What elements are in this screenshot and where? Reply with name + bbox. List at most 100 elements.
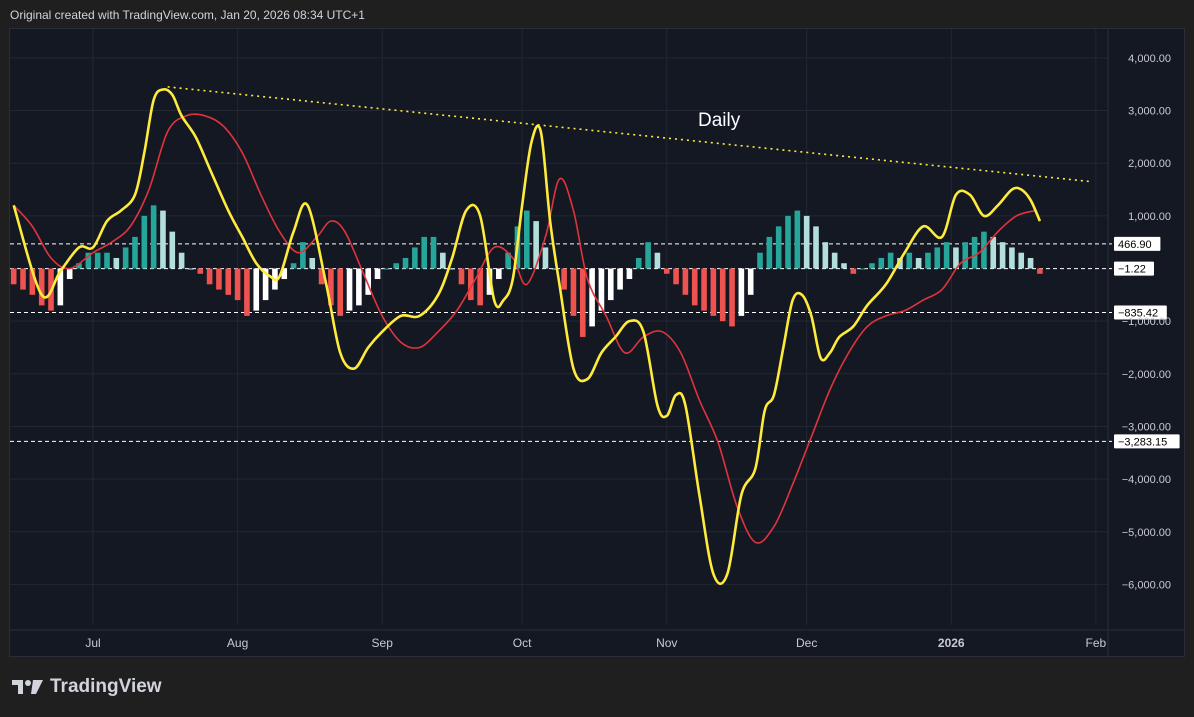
histogram-bar — [374, 268, 381, 280]
level-label: 466.90 — [1118, 239, 1152, 251]
histogram-bar — [719, 268, 726, 322]
histogram-bar — [57, 268, 64, 306]
macd-line — [12, 87, 1042, 586]
histogram-bar — [178, 252, 185, 269]
histogram-bar — [309, 257, 316, 269]
histogram-bar — [384, 268, 390, 270]
annotation-daily: Daily — [698, 110, 741, 131]
histogram-bar — [141, 215, 148, 269]
histogram-bar — [262, 268, 269, 301]
histogram-bar — [486, 268, 493, 295]
histogram-bar — [682, 268, 689, 295]
brand-name: TradingView — [50, 676, 162, 697]
histogram-bar — [365, 268, 372, 295]
histogram-bar — [570, 268, 577, 316]
x-tick-label: Jul — [85, 636, 100, 650]
histogram-bar — [244, 268, 250, 316]
histogram-bar — [831, 252, 838, 269]
x-tick-label: Aug — [227, 636, 248, 650]
histogram-bar — [412, 247, 418, 269]
y-tick-label: 3,000.00 — [1128, 106, 1171, 118]
histogram-bar — [579, 268, 586, 337]
histogram-bar — [346, 268, 353, 311]
x-tick-label: Sep — [372, 636, 394, 650]
histogram-bar — [925, 252, 931, 269]
histogram-bar — [122, 247, 129, 269]
level-label: −1.22 — [1118, 264, 1146, 276]
y-tick-label: 2,000.00 — [1128, 158, 1171, 170]
histogram-bar — [76, 263, 82, 269]
axes: 4,000.00 3,000.00 2,000.00 1,000.00 −1,000.0… — [10, 29, 1184, 656]
histogram-bar — [29, 268, 36, 295]
histogram-bar — [1027, 257, 1034, 269]
y-tick-label: −4,000.00 — [1122, 474, 1171, 486]
histogram-bar — [356, 268, 362, 306]
x-tick-label: 2026 — [938, 636, 965, 650]
histogram-bar — [477, 268, 483, 306]
histogram-bar — [635, 257, 642, 269]
histogram-bar — [962, 242, 969, 269]
histogram-bar — [328, 268, 334, 306]
histogram-bar — [94, 252, 101, 269]
histogram-bar — [104, 252, 110, 269]
histogram-bar — [785, 215, 791, 269]
histogram-bar — [524, 210, 530, 269]
histogram-bar — [813, 226, 819, 269]
y-tick-label: −1,000.00 — [1122, 316, 1171, 328]
x-tick-label: Dec — [796, 636, 817, 650]
histogram-bar — [822, 242, 829, 269]
histogram-bar — [757, 252, 763, 269]
histogram-bar — [169, 231, 176, 269]
y-tick-label: −3,000.00 — [1122, 421, 1171, 433]
histogram-bar — [990, 236, 997, 269]
histogram-bar — [953, 247, 959, 269]
histogram-bar — [999, 242, 1006, 269]
tradingview-icon — [12, 680, 43, 694]
histogram-bar — [216, 268, 222, 290]
histogram-bar — [393, 263, 399, 269]
histogram-bar — [551, 268, 558, 270]
histogram-bar — [617, 268, 623, 290]
histogram-bar — [738, 268, 745, 316]
grid — [10, 29, 1108, 625]
histogram-bar — [300, 242, 306, 269]
histogram-bar — [906, 252, 913, 269]
histogram-bar — [1037, 268, 1043, 274]
histogram-bar — [150, 205, 157, 269]
histogram-bar — [626, 268, 633, 280]
chart-pane[interactable] — [9, 28, 1185, 657]
histogram-bar — [729, 268, 735, 327]
histogram-bar — [859, 268, 866, 270]
histogram-bar — [10, 268, 17, 285]
tradingview-logo[interactable]: TradingView — [12, 676, 162, 698]
histogram-bar — [197, 268, 204, 274]
histogram-bar — [290, 263, 297, 269]
histogram-bar — [775, 226, 782, 269]
histogram-bar — [1009, 247, 1015, 269]
histogram-bar — [869, 263, 875, 269]
histogram-bar — [458, 268, 465, 285]
level-label-box — [1114, 305, 1167, 320]
y-tick-label: −2,000.00 — [1122, 369, 1171, 381]
histogram-bar — [589, 268, 595, 327]
indicator-lines — [12, 86, 1092, 586]
histogram-bar — [421, 236, 427, 269]
histogram-bar — [234, 268, 241, 301]
histogram-bar — [981, 231, 987, 269]
histogram-bar — [971, 236, 978, 269]
histogram-bar — [468, 268, 474, 301]
histogram-bar — [878, 257, 885, 269]
histogram-bar — [598, 268, 605, 311]
histogram-bar — [747, 268, 754, 295]
histogram-bar — [402, 257, 409, 269]
histogram-bar — [766, 236, 773, 269]
histogram-bar — [160, 210, 166, 269]
histogram-bar — [897, 257, 903, 269]
x-tick-label: Oct — [513, 636, 532, 650]
histogram-bar — [253, 268, 260, 311]
y-tick-label: 4,000.00 — [1128, 53, 1171, 65]
histogram-bar — [645, 242, 651, 269]
histogram-bar — [710, 268, 717, 316]
level-label: −835.42 — [1118, 307, 1158, 319]
